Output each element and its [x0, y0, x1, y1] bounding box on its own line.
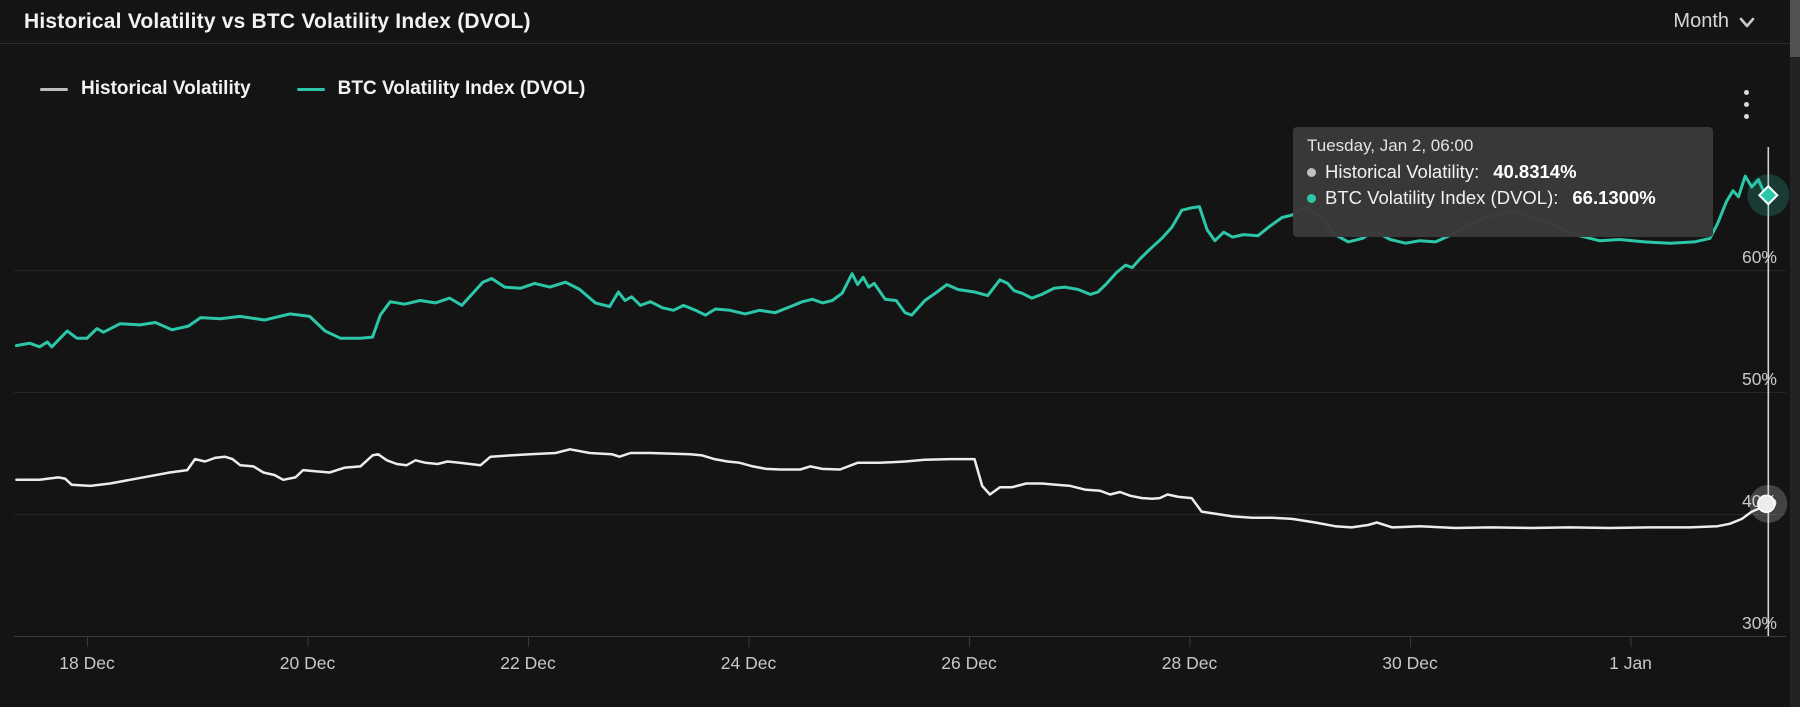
x-axis: 18 Dec 20 Dec 22 Dec 24 Dec 26 Dec 28 Dec 30 D…: [59, 636, 1652, 673]
x-axis-label: 18 Dec: [59, 653, 115, 673]
legend-item-dvol[interactable]: BTC Volatility Index (DVOL): [296, 78, 586, 100]
kebab-dot: [1744, 114, 1749, 119]
chart-tooltip: Tuesday, Jan 2, 06:00 Historical Volatil…: [1293, 127, 1713, 237]
dvol-bullet-icon: [1307, 193, 1316, 203]
tooltip-label: BTC Volatility Index (DVOL):: [1325, 187, 1559, 208]
tooltip-value: 40.8314%: [1493, 161, 1577, 182]
x-axis-label: 1 Jan: [1609, 653, 1652, 673]
legend-item-historical-volatility[interactable]: Historical Volatility: [40, 78, 251, 100]
tooltip-row-dvol: BTC Volatility Index (DVOL): 66.1300%: [1307, 185, 1699, 211]
historical-bullet-icon: [1307, 167, 1316, 177]
series-line-btc-volatility-index-dvol-: [14, 174, 1770, 349]
period-selector[interactable]: Month: [1673, 10, 1758, 33]
x-axis-label: 28 Dec: [1162, 653, 1218, 673]
chart-legend: Historical Volatility BTC Volatility Ind…: [40, 78, 585, 100]
tooltip-date: Tuesday, Jan 2, 06:00: [1307, 136, 1474, 155]
y-axis-label: 60%: [1742, 247, 1777, 267]
x-axis-label: 22 Dec: [500, 653, 556, 673]
chart-header: Historical Volatility vs BTC Volatility …: [0, 0, 1790, 44]
x-axis-label: 30 Dec: [1382, 653, 1438, 673]
x-axis-label: 20 Dec: [280, 653, 336, 673]
vertical-scrollbar[interactable]: [1790, 0, 1800, 707]
x-axis-label: 26 Dec: [941, 653, 997, 673]
scrollbar-thumb[interactable]: [1790, 0, 1800, 57]
series-line-historical-volatility: [15, 448, 1770, 530]
dvol-point-marker: [1757, 184, 1779, 206]
historical-point-marker: [1757, 494, 1776, 514]
historical-volatility-swatch: [40, 87, 68, 91]
x-axis-label: 24 Dec: [721, 653, 777, 673]
kebab-dot: [1744, 102, 1749, 107]
tooltip-row-historical: Historical Volatility: 40.8314%: [1307, 159, 1699, 185]
y-axis-label: 30%: [1742, 613, 1777, 633]
legend-item-label: BTC Volatility Index (DVOL): [337, 78, 586, 99]
y-axis-label: 50%: [1742, 369, 1777, 389]
chart-menu-kebab-icon[interactable]: [1742, 88, 1751, 121]
chevron-down-icon: [1739, 17, 1755, 27]
page-title: Historical Volatility vs BTC Volatility …: [24, 9, 531, 33]
dvol-swatch: [296, 87, 325, 91]
tooltip-label: Historical Volatility:: [1325, 161, 1480, 182]
tooltip-value: 66.1300%: [1572, 187, 1656, 208]
period-selector-label: Month: [1673, 10, 1729, 32]
kebab-dot: [1744, 90, 1749, 95]
legend-item-label: Historical Volatility: [81, 78, 251, 99]
